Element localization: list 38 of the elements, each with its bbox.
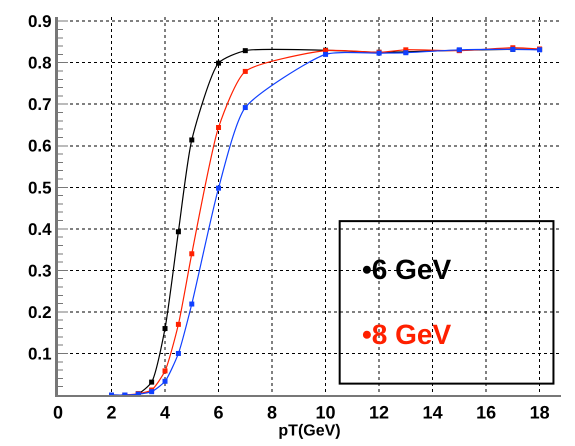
x-tick-label: 16	[476, 402, 496, 422]
x-axis-title: pT(GeV)	[278, 422, 341, 440]
x-tick-label: 0	[52, 402, 64, 422]
x-tick-label: 10	[316, 402, 336, 422]
x-tick-label: 14	[422, 402, 443, 422]
y-tick-label: 0.4	[28, 220, 52, 239]
point	[189, 302, 194, 307]
x-tick-label: 8	[267, 402, 278, 422]
y-tick-label: 0.1	[28, 344, 52, 364]
y-tick-label: 0.8	[28, 54, 52, 73]
y-tick-label: 0.6	[28, 136, 52, 156]
point	[176, 322, 181, 327]
point	[216, 60, 222, 66]
point	[189, 137, 194, 142]
y-tick-label: 0.3	[28, 261, 52, 280]
point	[216, 186, 222, 191]
point	[242, 68, 248, 74]
point	[162, 368, 168, 374]
x-tick-label: 4	[160, 402, 170, 422]
y-tick-label: 0.5	[28, 178, 52, 198]
point	[242, 105, 248, 110]
y-tick-label: 0.9	[28, 12, 52, 32]
x-tick-label: 2	[106, 402, 117, 422]
y-tick-label: 0.7	[28, 95, 52, 114]
point	[242, 48, 248, 54]
point	[176, 229, 181, 234]
point	[149, 380, 154, 385]
y-tick-label: 0.2	[28, 302, 52, 322]
point	[216, 124, 222, 130]
text: •8 GeV	[362, 319, 452, 350]
x-tick-label: 12	[369, 402, 390, 422]
x-tick-label: 18	[530, 402, 550, 422]
point	[189, 251, 194, 256]
point	[176, 350, 181, 356]
point	[162, 326, 168, 332]
x-tick-label: 6	[214, 402, 224, 422]
point	[323, 52, 328, 57]
point	[162, 378, 168, 384]
